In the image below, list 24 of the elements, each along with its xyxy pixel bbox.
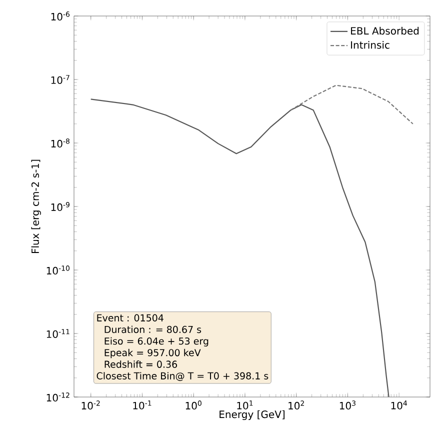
legend-label: Intrinsic [351,40,390,49]
x-axis-title: Energy [GeV] [220,410,285,420]
y-tick-label: 10$^{-12}$ [46,392,70,402]
x-tick-label: 10$^{2}$ [288,400,304,410]
annotation: Event : 01504 [97,314,164,322]
y-axis-title: Flux [erg cm-2 s-1] [31,160,41,253]
annotation: Epeak = 957.00 keV [104,348,201,358]
y-tick-label: 10$^{-7}$ [51,75,70,84]
x-tick-label: 10$^{3}$ [340,400,356,410]
y-tick-label: 10$^{-6}$ [51,12,70,20]
annotation: Closest Time Bin@ T = T0 + 398.1 s [96,372,268,381]
x-tick-label: 10$^{1}$ [237,400,253,410]
y-tick-label: 10$^{-11}$ [46,329,70,338]
y-tick-label: 10$^{-8}$ [51,138,70,148]
x-tick-label: 10$^{-1}$ [133,400,152,410]
legend-label: EBL Absorbed [351,26,419,35]
x-tick-label: 10$^{-2}$ [82,400,100,410]
y-tick-label: 10$^{-9}$ [51,202,70,211]
y-tick-label: 10$^{-10}$ [46,266,70,274]
annotation: Redshift = 0.36 [104,360,177,368]
annotation: Duration : = 80.67 s [104,326,202,334]
x-tick-label: 10$^{0}$ [186,400,202,410]
x-tick-label: 10$^{4}$ [391,400,408,410]
annotation: Eiso = 6.04e + 53 erg [104,337,208,346]
